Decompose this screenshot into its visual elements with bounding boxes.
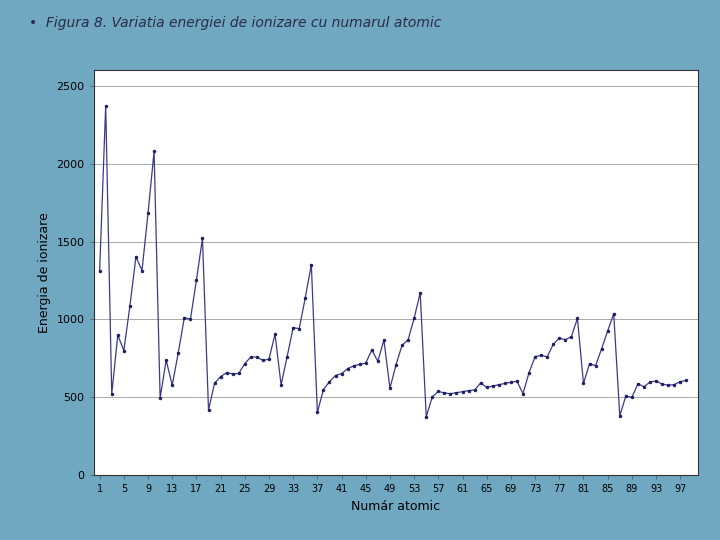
X-axis label: Numár atomic: Numár atomic: [351, 500, 441, 513]
Y-axis label: Energia de ionizare: Energia de ionizare: [38, 212, 51, 333]
Text: •  Figura 8. Variatia energiei de ionizare cu numarul atomic: • Figura 8. Variatia energiei de ionizar…: [29, 16, 441, 30]
